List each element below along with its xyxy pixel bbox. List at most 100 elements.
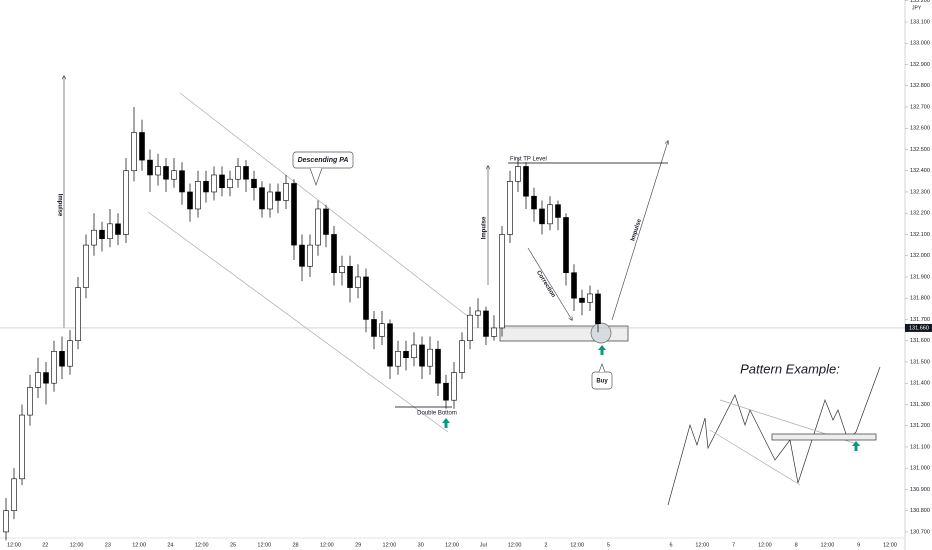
candle-body (435, 348, 441, 384)
candle-body (59, 351, 65, 367)
x-tick-label: 12:00 (508, 542, 522, 548)
candle-body (419, 344, 425, 367)
x-tick-label: 12:00 (821, 542, 835, 548)
x-tick-label: 22 (42, 542, 48, 548)
y-tick-label: 130.700 (910, 529, 930, 535)
annotation: Double Bottom (417, 411, 457, 417)
candle-body (483, 310, 489, 337)
candle-body (363, 276, 369, 320)
candle-body (467, 314, 473, 342)
x-tick-label: 25 (230, 542, 236, 548)
candle-body (507, 181, 513, 235)
candle-body (91, 229, 97, 246)
candle-body (563, 217, 569, 274)
candle-body (555, 204, 561, 218)
candle-body (83, 244, 89, 288)
annotation: Impulse (482, 216, 488, 239)
pattern-zone (771, 433, 877, 441)
candle-body (35, 372, 41, 388)
y-tick-label: 131.500 (910, 359, 930, 365)
candle-body (451, 372, 457, 401)
pattern-zigzag (667, 366, 881, 506)
x-tick-label: 12:00 (132, 542, 146, 548)
candle-body (387, 323, 393, 367)
y-tick-label: 132.600 (910, 126, 930, 132)
candle-body (27, 387, 33, 416)
candle-body (203, 181, 209, 193)
x-tick-label: 6 (669, 542, 672, 548)
correction-arrow (527, 247, 572, 320)
candle-body (291, 183, 297, 246)
candle-body (99, 229, 105, 240)
callout-pointer (309, 167, 323, 187)
y-tick-label: 131.700 (910, 317, 930, 323)
candle-body (307, 244, 313, 267)
candle-body (315, 208, 321, 246)
candle-body (459, 340, 465, 373)
candle-body (355, 276, 361, 288)
candle-body (107, 223, 113, 240)
candle-body (427, 348, 433, 367)
x-tick-label: 28 (293, 542, 299, 548)
y-tick-label: 131.300 (910, 402, 930, 408)
x-tick-label: 2 (544, 542, 547, 548)
candle-body (123, 170, 129, 235)
x-tick-label: 8 (795, 542, 798, 548)
y-tick-label: 132.500 (910, 147, 930, 153)
y-tick-label: 132.100 (910, 232, 930, 238)
candle-body (43, 372, 49, 384)
candle-body (243, 166, 249, 180)
annotation: Impulse (630, 218, 643, 242)
drawings (64, 76, 881, 506)
y-tick-label: 131.900 (910, 274, 930, 280)
current-price-box (905, 323, 932, 332)
y-tick-label: 131.400 (910, 381, 930, 387)
pattern-arrow (852, 441, 860, 451)
x-tick-label: 7 (732, 542, 735, 548)
candle-body (227, 178, 233, 189)
candle-body (267, 191, 273, 210)
channel-lower (147, 211, 449, 433)
x-tick-label: 23 (105, 542, 111, 548)
candle-body (379, 323, 385, 337)
candle-body (187, 191, 193, 210)
x-tick-label: 12:00 (70, 542, 84, 548)
x-tick-label: 12:00 (695, 542, 709, 548)
callout-pointer (598, 363, 606, 373)
y-tick-label: 131.200 (910, 423, 930, 429)
annotation: First TP Level (510, 157, 547, 163)
y-tick-label: 131.800 (910, 296, 930, 302)
buy-circle (590, 322, 612, 344)
x-tick-label: 12:00 (257, 542, 271, 548)
candle-body (299, 244, 305, 267)
candle-body (531, 195, 537, 210)
candle-body (131, 132, 137, 172)
candle-body (211, 174, 217, 193)
x-tick-label: 9 (857, 542, 860, 548)
candle-body (179, 170, 185, 193)
pattern-channel (709, 429, 801, 486)
candle-body (323, 208, 329, 235)
buy-arrow (598, 345, 606, 355)
buy-arrow (442, 418, 450, 428)
candle-body (499, 234, 505, 329)
candle-body (403, 351, 409, 358)
candle-body (67, 340, 73, 367)
y-tick-label: 130.800 (910, 508, 930, 514)
candle-body (75, 287, 81, 342)
candle-body (579, 297, 585, 303)
candle-body (147, 159, 153, 176)
candle-body (155, 166, 161, 176)
candle-body (491, 327, 497, 337)
current-price-label: 131.660 (909, 325, 929, 331)
candle-body (395, 351, 401, 367)
x-tick-label: 12:00 (7, 542, 21, 548)
candle-body (371, 319, 377, 337)
candle-body (587, 293, 593, 303)
candle-body (411, 344, 417, 358)
candle-body (523, 166, 529, 197)
candle-body (51, 351, 57, 384)
x-tick-label: 12:00 (570, 542, 584, 548)
x-tick-label: 12:00 (383, 542, 397, 548)
